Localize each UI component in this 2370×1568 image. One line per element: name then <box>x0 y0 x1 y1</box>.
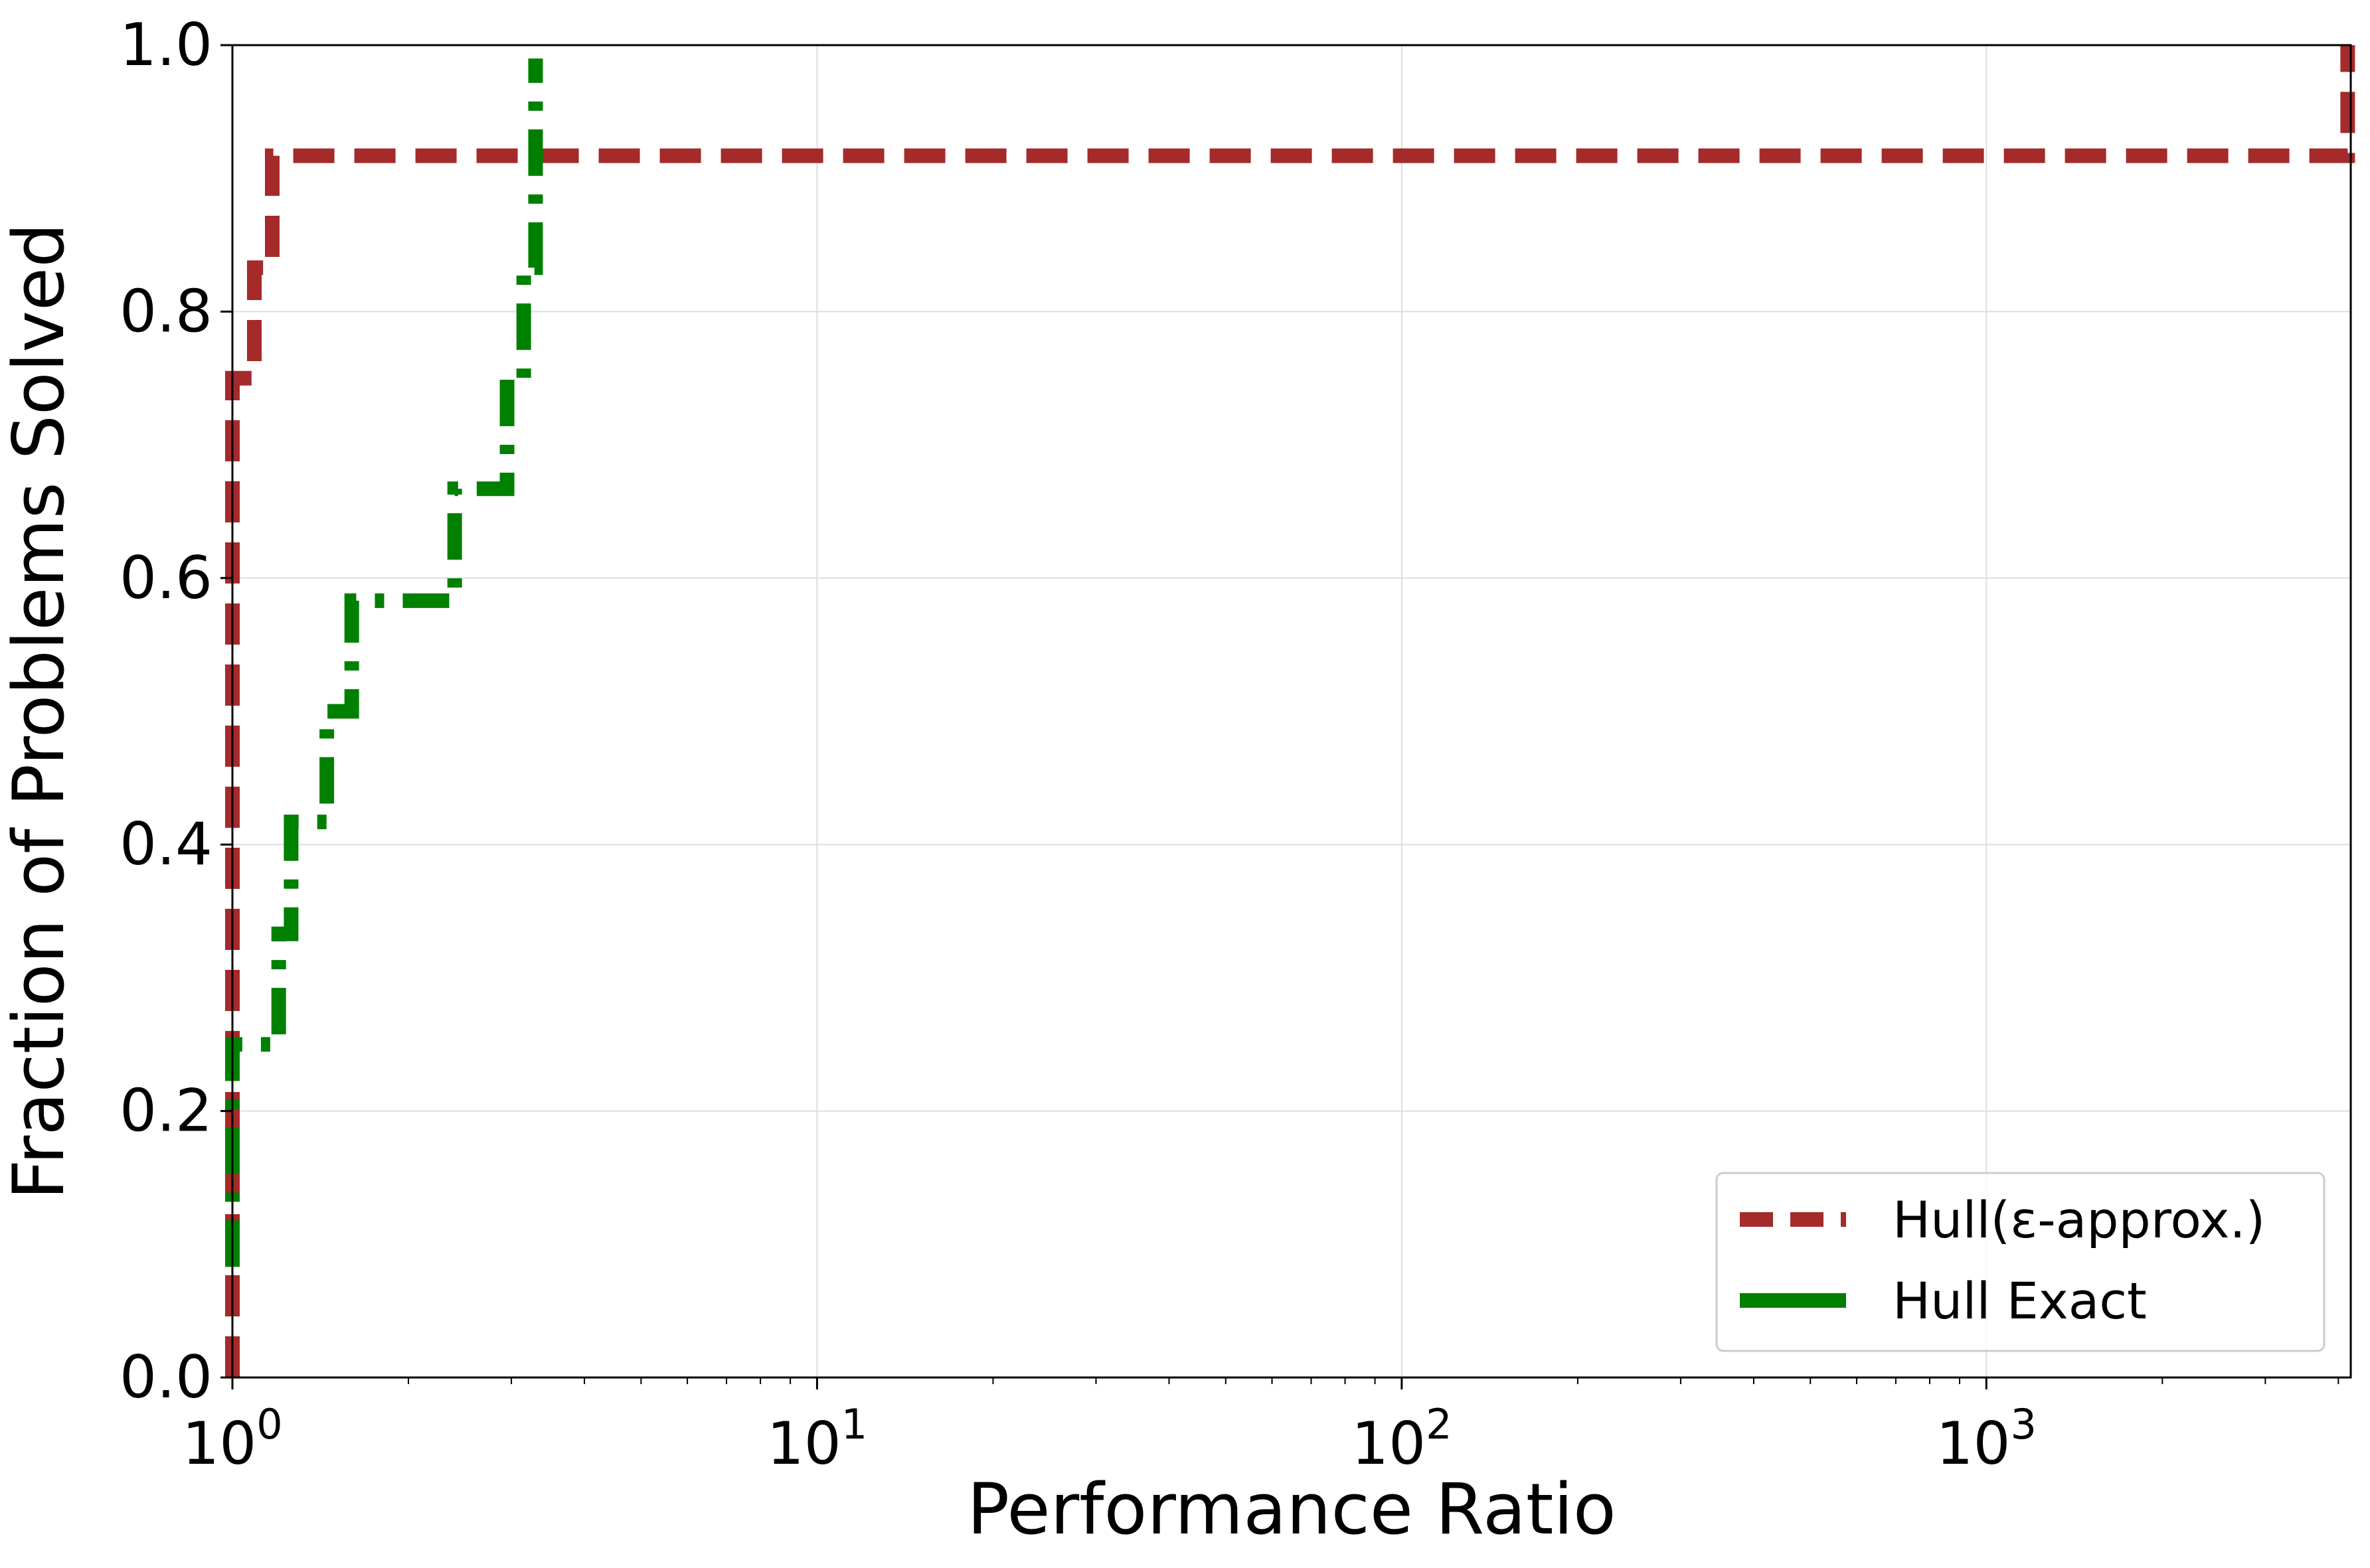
x-tick-label: 100 <box>182 1400 282 1478</box>
y-tick-label: 0.4 <box>120 810 212 878</box>
x-tick-label: 102 <box>1351 1400 1452 1478</box>
legend-label-hull-approx: Hull(ε-approx.) <box>1893 1190 2265 1249</box>
series-line-0 <box>225 45 2355 1377</box>
y-axis-title: Fraction of Problems Solved <box>0 223 80 1200</box>
y-tick-label: 0.2 <box>120 1077 212 1145</box>
y-tick-label: 0.6 <box>120 544 212 612</box>
y-tick-label: 0.0 <box>120 1343 212 1411</box>
legend: Hull(ε-approx.) Hull Exact <box>1715 1172 2326 1352</box>
x-tick-label: 103 <box>1936 1400 2037 1478</box>
plot-frame <box>231 44 2352 1379</box>
y-tick-label: 1.0 <box>120 11 212 79</box>
legend-box <box>1715 1172 2326 1352</box>
x-axis-title: Performance Ratio <box>967 1468 1616 1550</box>
series-lines <box>225 45 2355 1377</box>
axis-ticks: 0.0 0.2 0.4 0.6 0.8 1.0 100 101 102 103 <box>120 11 2339 1478</box>
x-tick-label: 101 <box>767 1400 867 1478</box>
legend-label-hull-exact: Hull Exact <box>1893 1271 2147 1330</box>
y-tick-label: 0.8 <box>120 277 212 345</box>
